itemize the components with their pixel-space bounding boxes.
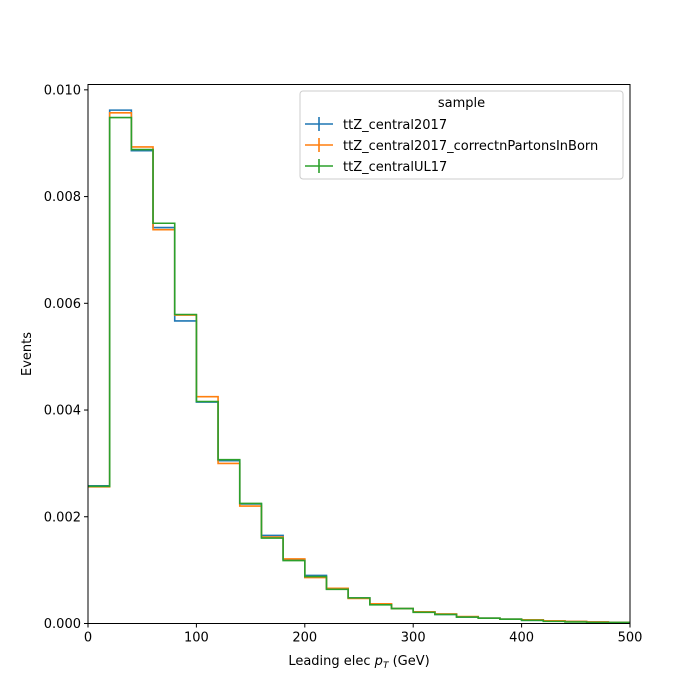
- x-tick-label: 500: [618, 631, 643, 646]
- x-tick-label: 400: [509, 631, 534, 646]
- y-tick-label: 0.002: [44, 510, 81, 525]
- plot-frame: [87, 84, 631, 624]
- y-tick-label: 0.000: [44, 617, 81, 632]
- legend-label-1: ttZ_central2017_correctnPartonsInBorn: [343, 139, 598, 154]
- legend-entries: ttZ_central2017 ttZ_central2017_correctnP…: [305, 117, 598, 175]
- y-tick-label: 0.004: [44, 404, 81, 419]
- y-tick-label: 0.008: [44, 190, 81, 205]
- series-line-2: [88, 116, 630, 624]
- legend-label-0: ttZ_central2017: [343, 118, 447, 133]
- legend-box: [299, 90, 624, 180]
- x-tick-label: 300: [401, 631, 426, 646]
- x-axis-label: Leading elec pT (GeV): [288, 654, 429, 671]
- series-layer: [88, 109, 630, 624]
- x-tick-label: 100: [184, 631, 209, 646]
- y-tick-label: 0.010: [44, 83, 81, 98]
- ticks-layer: 0 100 200 300 400 500 0.000 0.002 0.004 0.006 0.00…: [44, 83, 643, 645]
- legend-title: sample: [438, 96, 485, 111]
- x-tick-label: 200: [292, 631, 317, 646]
- y-axis-label: Events: [20, 332, 35, 376]
- legend-label-2: ttZ_centralUL17: [343, 160, 447, 175]
- legend: sample ttZ_central2017 ttZ_central2017_co…: [299, 90, 624, 180]
- y-tick-label: 0.006: [44, 297, 81, 312]
- x-tick-label: 0: [84, 631, 92, 646]
